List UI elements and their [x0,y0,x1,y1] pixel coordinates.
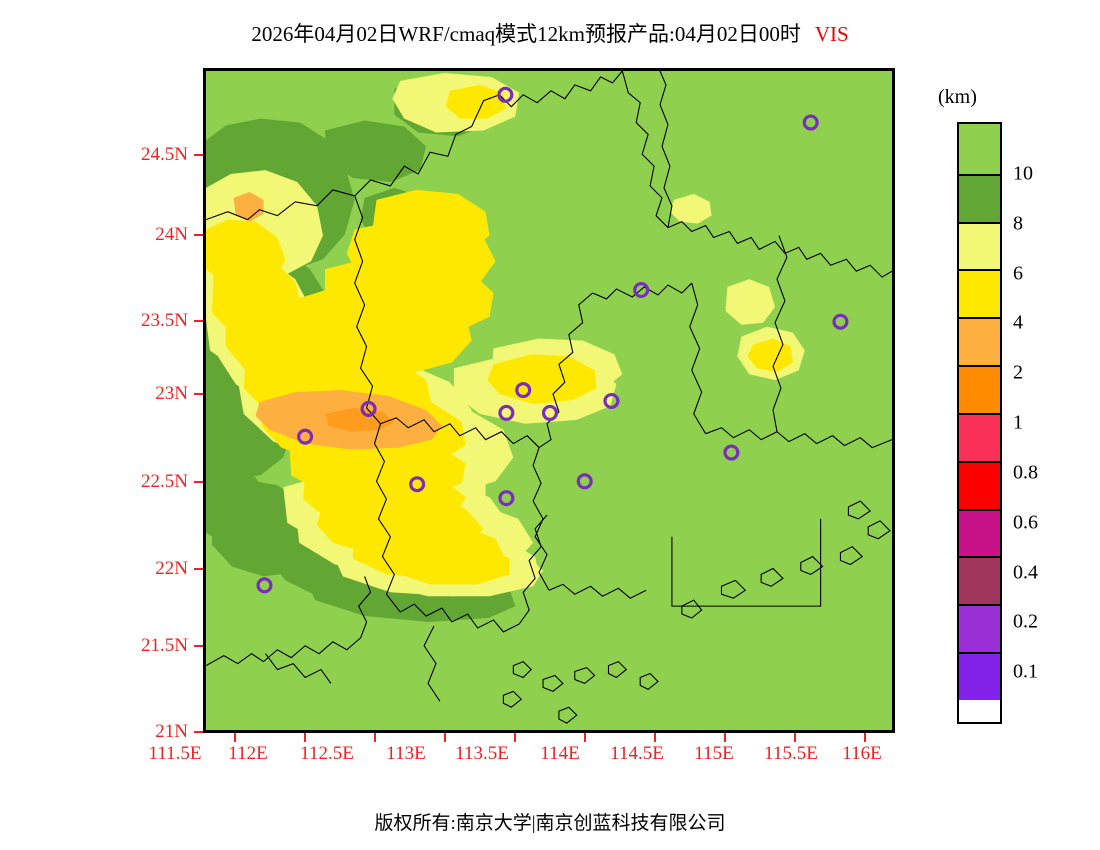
station-marker [498,404,515,421]
x-tick-mark [654,733,656,742]
colorbar-tick-label: 0.1 [1013,660,1038,683]
colorbar-cell [959,317,1000,366]
y-tick-label: 23.5N [141,310,188,331]
station-marker [541,404,559,421]
colorbar-cell [959,412,1000,461]
x-tick-mark [864,733,866,742]
colorbar-tick-label: 0.4 [1013,561,1038,583]
y-tick-label: 23N [155,383,188,404]
station-markers-layer[interactable] [206,71,892,730]
x-tick-mark [444,733,446,742]
colorbar-cell [959,460,1000,509]
x-tick-label: 113.5E [455,743,509,764]
station-marker [497,86,514,103]
x-tick-mark [304,733,306,742]
x-tick-mark [374,733,376,742]
station-marker [576,473,593,490]
colorbar-cell [959,508,1000,557]
x-tick-label: 116E [842,743,882,764]
y-tick-mark [194,481,203,483]
station-marker [723,444,740,461]
x-tick-mark [724,733,726,742]
y-tick-mark [194,731,203,733]
province-boundary-lines [206,71,892,724]
colorbar-tick-label: 0.6 [1013,511,1038,534]
station-marker [409,476,426,493]
colorbar-cell [959,269,1000,318]
station-marker [515,382,532,399]
colorbar-tick-label: 0.8 [1013,461,1038,484]
x-tick-mark [584,733,586,742]
x-tick-label: 114E [540,743,580,764]
map-plot-area[interactable] [203,68,895,733]
station-marker [633,281,650,299]
station-marker [603,392,620,410]
colorbar-cell [959,652,1000,700]
y-tick-label: 22.5N [141,471,188,492]
page-title: 2026年04月02日WRF/cmaq模式12km预报产品:04月02日00时 V… [0,18,1100,48]
station-marker [832,313,849,330]
station-marker [256,577,273,594]
colorbar-cell [959,365,1000,413]
colorbar-tick-label: 10 [1013,162,1033,185]
y-tick-label: 24N [155,224,188,245]
y-tick-mark [194,568,203,570]
colorbar-tick-label: 1 [1013,411,1023,434]
x-tick-mark [234,733,236,742]
y-tick-label: 21.5N [141,635,188,656]
station-marker [297,428,314,445]
colorbar-tick-label: 6 [1013,262,1023,284]
colorbar-tick-label: 4 [1013,311,1023,334]
station-marker [498,490,515,507]
y-tick-mark [194,320,203,322]
station-marker [802,114,819,131]
station-marker [360,400,377,417]
colorbar[interactable] [957,122,1002,724]
y-tick-mark [194,234,203,236]
x-tick-label: 112.5E [300,743,354,764]
y-tick-mark [194,154,203,156]
y-tick-label: 24.5N [141,144,188,165]
colorbar-cell [959,124,1000,174]
colorbar-unit-label: (km) [938,86,977,108]
colorbar-tick-label: 8 [1013,212,1023,235]
vis-contour-field [206,71,892,730]
x-tick-label: 115E [694,743,734,764]
x-tick-label: 112E [228,743,268,764]
x-tick-label: 115.5E [764,743,818,764]
y-tick-mark [194,393,203,395]
y-tick-mark [194,645,203,647]
colorbar-cell [959,604,1000,653]
y-tick-label: 21N [155,721,188,742]
x-tick-mark [514,733,516,742]
colorbar-tick-label: 2 [1013,361,1023,384]
colorbar-tick-label: 0.2 [1013,610,1038,633]
footer-copyright: 版权所有:南京大学|南京创蓝科技有限公司 [374,813,726,834]
colorbar-cell [959,556,1000,605]
colorbar-cell [959,221,1000,270]
x-tick-label: 114.5E [610,743,664,764]
colorbar-cell [959,173,1000,222]
x-tick-label: 113E [386,743,426,764]
title-text: 2026年04月02日WRF/cmaq模式12km预报产品:04月02日00时 [251,22,801,46]
x-tick-mark [794,733,796,742]
variable-label: VIS [814,22,849,46]
x-tick-label: 111.5E [148,743,202,764]
y-tick-label: 22N [155,558,188,579]
